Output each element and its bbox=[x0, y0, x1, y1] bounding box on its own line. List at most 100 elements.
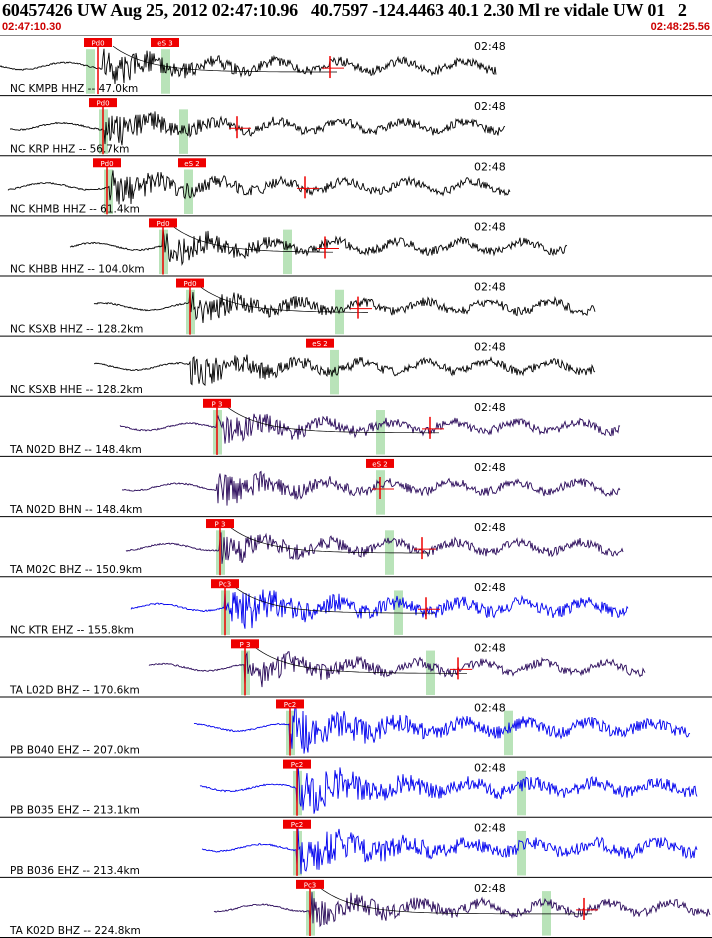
station-label: NC KSXB HHZ -- 128.2km bbox=[10, 324, 143, 336]
p-pick-flag[interactable] bbox=[283, 759, 311, 769]
s-window bbox=[517, 830, 526, 876]
station-label: TA N02D BHZ -- 148.4km bbox=[9, 444, 142, 456]
p-pick-flag[interactable] bbox=[84, 38, 112, 47]
station-label: NC KSXB HHE -- 128.2km bbox=[10, 384, 143, 396]
p-pick-flag[interactable] bbox=[203, 398, 231, 408]
p-pick-label: Pc2 bbox=[291, 761, 304, 769]
p-pick-flag[interactable] bbox=[93, 158, 121, 168]
amplitude-curve bbox=[112, 45, 337, 73]
record-header: 60457426 UW Aug 25, 2012 02:47:10.96 40.… bbox=[0, 0, 712, 36]
time-marker-label: 02:48 bbox=[474, 160, 506, 173]
waveform bbox=[121, 470, 621, 506]
s-pick-flag[interactable] bbox=[151, 38, 179, 47]
start-time: 02:47:10.30 bbox=[2, 21, 62, 33]
trace-row[interactable]: Pc3 02:48 NC KTR EHZ -- 155.8km bbox=[0, 579, 712, 638]
p-pick-label: Pc3 bbox=[219, 581, 232, 589]
p-pick-label: Pc2 bbox=[291, 821, 304, 829]
s-pick-label: eS 2 bbox=[312, 340, 327, 348]
p-pick-flag[interactable] bbox=[176, 278, 204, 288]
s-pick-flag[interactable] bbox=[178, 158, 206, 168]
station-label: TA N02D BHN -- 148.4km bbox=[9, 504, 142, 516]
trace-row[interactable]: Pd0 02:48 NC KRP HHZ -- 56.7km bbox=[0, 98, 712, 157]
p-pick-flag[interactable] bbox=[149, 218, 177, 228]
p-pick-flag[interactable] bbox=[89, 98, 117, 108]
p-pick-label: Pd0 bbox=[183, 280, 196, 288]
amplitude-curve bbox=[172, 226, 333, 253]
p-pick-flag[interactable] bbox=[296, 879, 324, 889]
p-pick-label: P 3 bbox=[212, 400, 223, 408]
amplitude-curve bbox=[319, 887, 592, 915]
p-pick-label: P 3 bbox=[240, 641, 251, 649]
time-marker-label: 02:48 bbox=[474, 341, 506, 354]
trace-row[interactable]: Pd0 02:48 NC KSXB HHZ -- 128.2km bbox=[0, 278, 712, 337]
s-pick-flag[interactable] bbox=[366, 458, 394, 468]
header-divider bbox=[0, 35, 712, 36]
station-label: TA K02D BHZ -- 224.8km bbox=[9, 925, 141, 937]
trace-row[interactable]: P 3 02:48 TA L02D BHZ -- 170.6km bbox=[0, 639, 712, 698]
p-window bbox=[86, 49, 95, 94]
waveform bbox=[119, 413, 621, 444]
waveform bbox=[193, 705, 691, 754]
end-time: 02:48:25.56 bbox=[650, 21, 710, 33]
amplitude-curve bbox=[254, 647, 467, 674]
trace-row[interactable]: P 3 02:48 TA N02D BHZ -- 148.4km bbox=[0, 398, 712, 457]
trace-row[interactable]: Pd0 eS 3 02:48 NC KMPB HHZ -- 47.0km bbox=[0, 38, 712, 97]
p-pick-label: Pd0 bbox=[156, 220, 169, 228]
trace-row[interactable]: Pc3 02:48 TA K02D BHZ -- 224.8km bbox=[0, 879, 712, 938]
time-marker-label: 02:48 bbox=[474, 822, 506, 835]
trace-row[interactable]: Pc2 02:48 PB B036 EHZ -- 213.4km bbox=[0, 819, 712, 878]
time-marker-label: 02:48 bbox=[474, 461, 506, 474]
s-pick-label: eS 2 bbox=[184, 160, 199, 168]
station-label: TA L02D BHZ -- 170.6km bbox=[9, 684, 140, 696]
s-pick-label: eS 3 bbox=[157, 40, 172, 48]
trace-row[interactable]: Pd0 eS 2 02:48 NC KHMB HHZ -- 61.4km bbox=[0, 158, 712, 217]
amplitude-curve bbox=[226, 406, 439, 434]
amplitude-curve bbox=[199, 286, 368, 313]
waveform bbox=[94, 354, 596, 387]
trace-row[interactable]: Pc2 02:48 PB B040 EHZ -- 207.0km bbox=[0, 699, 712, 758]
trace-row[interactable]: eS 2 02:48 TA N02D BHN -- 148.4km bbox=[0, 458, 712, 518]
waveform bbox=[213, 892, 711, 928]
waveform bbox=[125, 532, 624, 564]
time-marker-label: 02:48 bbox=[474, 581, 506, 594]
time-marker-label: 02:48 bbox=[474, 401, 506, 414]
p-pick-label: Pd0 bbox=[96, 100, 109, 108]
station-label: PB B036 EHZ -- 213.4km bbox=[10, 865, 140, 877]
station-label: TA M02C BHZ -- 150.9km bbox=[9, 564, 142, 576]
event-title: 60457426 UW Aug 25, 2012 02:47:10.96 40.… bbox=[2, 0, 687, 20]
s-window bbox=[161, 49, 170, 94]
s-window bbox=[283, 229, 292, 275]
p-pick-flag[interactable] bbox=[276, 699, 304, 709]
station-label: NC KHMB HHZ -- 61.4km bbox=[10, 203, 140, 215]
waveform bbox=[69, 228, 568, 267]
waveform bbox=[199, 763, 698, 814]
time-marker-label: 02:48 bbox=[474, 521, 506, 534]
trace-row[interactable]: Pd0 02:48 NC KHBB HHZ -- 104.0km bbox=[0, 218, 712, 277]
trace-row[interactable]: eS 2 02:48 NC KSXB HHE -- 128.2km bbox=[0, 338, 712, 397]
seismogram-panel[interactable]: Pd0 eS 3 02:48 NC KMPB HHZ -- 47.0km Pd0 02:4… bbox=[0, 36, 712, 938]
trace-row[interactable]: P 3 02:48 TA M02C BHZ -- 150.9km bbox=[0, 519, 712, 578]
s-window bbox=[542, 891, 551, 936]
waveform bbox=[93, 289, 596, 324]
waveform bbox=[0, 48, 497, 85]
p-pick-flag[interactable] bbox=[206, 519, 234, 529]
station-label: NC KMPB HHZ -- 47.0km bbox=[10, 83, 138, 95]
time-marker-label: 02:48 bbox=[474, 281, 506, 294]
p-pick-flag[interactable] bbox=[231, 639, 259, 649]
s-window bbox=[426, 650, 435, 696]
waveform bbox=[7, 170, 511, 205]
station-label: PB B040 EHZ -- 207.0km bbox=[10, 745, 140, 757]
p-pick-label: Pc3 bbox=[304, 881, 317, 889]
amplitude-curve bbox=[229, 526, 430, 554]
waveform bbox=[148, 651, 646, 688]
p-pick-flag[interactable] bbox=[283, 819, 311, 829]
time-marker-label: 02:48 bbox=[474, 100, 506, 113]
station-label: NC KRP HHZ -- 56.7km bbox=[10, 143, 129, 155]
trace-row[interactable]: Pc2 02:48 PB B035 EHZ -- 213.1km bbox=[0, 759, 712, 818]
time-marker-label: 02:48 bbox=[474, 641, 506, 654]
p-pick-label: P 3 bbox=[215, 521, 226, 529]
station-label: NC KHBB HHZ -- 104.0km bbox=[10, 264, 145, 276]
p-pick-flag[interactable] bbox=[211, 579, 239, 589]
s-pick-flag[interactable] bbox=[306, 338, 334, 348]
s-window bbox=[504, 710, 513, 756]
